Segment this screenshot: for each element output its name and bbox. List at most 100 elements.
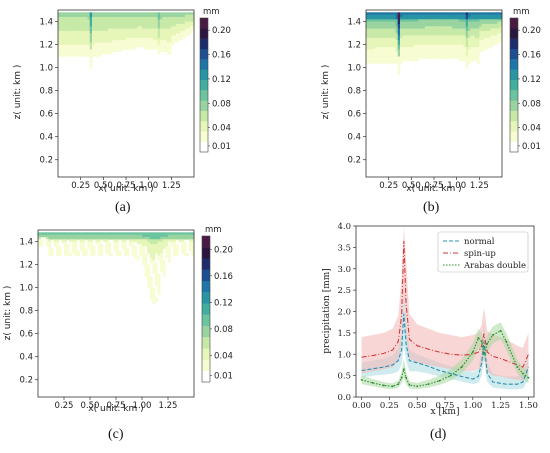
heat-cell [110,253,114,256]
heat-cell [107,35,111,39]
heat-cell [77,234,80,238]
heat-cell [89,23,93,27]
heat-cell [388,12,392,15]
colorbar-tick-label: 0.04 [212,124,231,134]
heat-cell [456,26,460,29]
heat-cell [438,35,442,39]
heat-cell [497,23,501,27]
heat-cell [136,236,140,240]
heat-cell [468,44,471,48]
heat-cell [454,30,457,34]
x-tick-label: 0.25 [380,401,399,411]
heat-cell [135,37,138,41]
heat-cell [64,23,68,27]
series-point [416,385,419,388]
heat-cell [381,40,385,43]
heat-cell [64,28,68,32]
heat-cell [191,243,195,247]
heat-cell [477,40,480,43]
heat-cell [137,44,140,48]
heat-cell [415,26,419,29]
heat-cell [80,37,84,41]
heat-cell [130,19,134,22]
heat-cell [431,16,435,20]
heat-cell [178,16,181,20]
heat-cell [456,35,460,39]
heat-cell [377,28,380,32]
heat-cell [150,42,154,46]
heat-cell [397,30,401,34]
heat-cell [92,49,95,53]
heat-cell [162,264,166,268]
heat-cell [110,42,113,46]
heat-cell [390,54,394,57]
heat-cell [440,16,444,20]
heat-cell [78,14,81,18]
heat-cell [87,234,91,238]
heat-cell [180,12,183,15]
heat-cell [483,16,487,20]
heat-cell [481,30,485,34]
heat-cell [400,51,403,55]
heat-cell [431,44,435,48]
heat-cell [186,253,190,256]
heat-cell [420,37,423,41]
heat-cell [148,26,152,29]
heat-cell [454,26,457,29]
heat-cell [82,16,86,20]
heat-cell [175,12,179,15]
heat-cell [427,49,430,53]
heat-cell [149,276,153,280]
heat-cell [454,49,457,53]
heat-cell [144,44,147,48]
heat-cell [152,292,156,296]
heat-cell [436,16,439,20]
heat-cell [447,40,451,43]
heat-cell [119,16,122,20]
heat-cell [66,250,70,254]
heat-cell [87,243,91,247]
heat-cell [434,28,437,32]
heat-cell [157,28,161,32]
heat-cell [160,44,163,48]
heat-cell [463,49,467,53]
heat-cell [92,253,96,256]
heat-cell [58,54,61,57]
heat-cell [368,16,371,20]
heat-cell [191,239,195,242]
heat-cell [155,283,158,286]
heat-cell [66,248,70,252]
heat-cell [381,12,385,15]
colorbar-tick-label: 0.16 [522,51,541,61]
heat-cell [370,42,374,46]
heat-cell [87,40,91,43]
heat-cell [94,47,97,50]
heat-cell [84,236,88,240]
heat-cell [397,40,401,43]
heat-cell [164,26,168,29]
heat-cell [76,30,79,34]
heat-cell [395,33,399,36]
heat-cell [187,30,190,34]
heat-cell [53,241,57,245]
heat-cell [429,23,433,27]
heat-cell [375,30,378,34]
heat-cell [388,47,392,50]
heat-cell [164,44,168,48]
heat-cell [107,14,111,18]
heat-cell [443,23,446,27]
heat-cell [112,47,115,50]
heat-cell [69,54,72,57]
colorbar-swatch [202,359,210,371]
heat-cell [366,33,369,36]
heat-cell [118,232,122,235]
heat-cell [372,16,376,20]
heat-cell [53,232,57,235]
heat-cell [132,33,136,36]
heat-cell [149,246,153,249]
heat-cell [43,234,47,238]
heat-cell [162,243,166,247]
heat-cell [173,246,177,249]
series-line-normal [361,313,529,385]
heat-cell [97,246,101,249]
